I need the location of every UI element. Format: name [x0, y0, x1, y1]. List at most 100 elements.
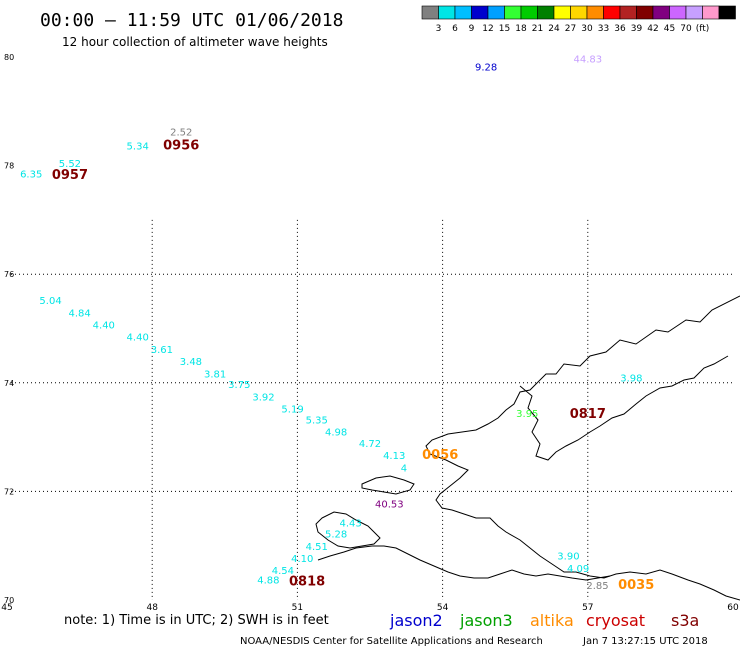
wave-height-label: 3.75 [228, 380, 250, 391]
legend-swatch [471, 5, 489, 20]
legend-swatch [520, 5, 538, 20]
color-scale-labels: 3 6 9 12 15 18 21 24 27 30 33 36 39 42 45 70 (ft) [436, 24, 710, 34]
legend-swatch [570, 5, 588, 20]
wave-height-label: 3.61 [151, 345, 173, 356]
satellite-legend: jason2 jason3 altika cryosat s3a [389, 611, 699, 630]
legend-swatch [718, 5, 736, 20]
legend-swatch [652, 5, 670, 20]
wave-height-label: 4.98 [325, 427, 347, 438]
legend-swatch [487, 5, 505, 20]
legend-label: 15 [499, 24, 510, 34]
coastline-inner-island [519, 355, 729, 461]
wave-height-label: 4.72 [359, 439, 381, 450]
legend-swatch [454, 5, 472, 20]
wave-height-label: 5.34 [127, 141, 149, 152]
wave-height-label: 4.09 [567, 564, 589, 575]
lat-tick-label: 80 [4, 53, 14, 62]
wave-height-label: 40.53 [375, 500, 404, 511]
legend-label: 6 [452, 24, 458, 34]
coastline [315, 295, 740, 601]
satellite-jason3: jason3 [459, 611, 513, 630]
pass-time-label: 0817 [570, 407, 606, 422]
pass-time-label: 0035 [618, 578, 654, 593]
legend-label: 9 [469, 24, 475, 34]
legend-swatch [504, 5, 522, 20]
wave-height-label: 4.40 [93, 321, 115, 332]
lat-tick-label: 72 [4, 487, 14, 496]
wave-height-label: 5.04 [39, 296, 61, 307]
legend-label: 45 [664, 24, 675, 34]
coastline-mainland [425, 295, 740, 601]
pass-time-label: 0818 [289, 574, 325, 589]
satellite-altika: altika [530, 611, 574, 630]
lat-lon-grid: 45 48 51 54 57 60 80 78 76 74 72 70 [1, 53, 739, 613]
legend-label: 3 [436, 24, 442, 34]
wave-height-label: 2.52 [170, 128, 192, 139]
pass-time-label: 0957 [52, 168, 88, 183]
lon-tick-label: 54 [437, 603, 449, 613]
legend-label: 33 [598, 24, 609, 34]
legend-swatch [553, 5, 571, 20]
legend-label: 18 [515, 24, 527, 34]
wave-height-label: 5.19 [281, 405, 303, 416]
legend-swatch [537, 5, 555, 20]
legend-label: (ft) [696, 24, 710, 34]
pass-time-label: 0956 [163, 138, 199, 153]
coastline-vaygach [315, 511, 381, 549]
lon-tick-label: 57 [582, 603, 593, 613]
wave-height-label: 3.98 [620, 374, 642, 385]
footer-credit: NOAA/NESDIS Center for Satellite Applica… [240, 636, 543, 647]
wave-height-label: 6.35 [20, 170, 42, 181]
wave-height-label: 3.92 [252, 393, 274, 404]
legend-swatch [619, 5, 637, 20]
lat-tick-label: 76 [4, 270, 14, 279]
wave-height-label: 5.35 [306, 416, 328, 427]
satellite-jason2: jason2 [389, 611, 443, 630]
legend-swatch [421, 5, 439, 20]
wave-height-label: 2.85 [586, 581, 608, 592]
wave-height-label: 44.83 [573, 54, 602, 65]
legend-label: 30 [581, 24, 593, 34]
satellite-cryosat: cryosat [586, 611, 645, 630]
footer-timestamp: Jan 7 13:27:15 UTC 2018 [582, 636, 708, 647]
lat-tick-label: 78 [4, 162, 14, 171]
legend-swatch [702, 5, 720, 20]
legend-swatch [636, 5, 654, 20]
legend-label: 24 [548, 24, 560, 34]
lat-tick-label: 74 [4, 379, 14, 388]
legend-label: 21 [532, 24, 543, 34]
wave-height-label: 4.13 [383, 451, 405, 462]
wave-height-label: 4.84 [68, 309, 90, 320]
lon-tick-label: 60 [727, 603, 739, 613]
wave-height-label: 5.28 [325, 530, 347, 541]
legend-swatch [586, 5, 604, 20]
lat-tick-label: 70 [4, 596, 14, 605]
legend-swatch [438, 5, 456, 20]
wave-height-label: 4.54 [272, 566, 294, 577]
footer-note: note: 1) Time is in UTC; 2) SWH is in fe… [64, 613, 329, 628]
wave-height-label: 4.40 [127, 332, 149, 343]
wave-height-label: 3.48 [180, 357, 202, 368]
wave-height-label: 4.88 [257, 576, 279, 587]
legend-swatch [685, 5, 703, 20]
legend-label: 70 [680, 24, 692, 34]
legend-label: 36 [614, 24, 626, 34]
satellite-s3a: s3a [671, 611, 699, 630]
wave-height-label: 3.81 [204, 369, 226, 380]
wave-height-label: 5.52 [59, 159, 81, 170]
map-title: 00:00 – 11:59 UTC 01/06/2018 [40, 10, 343, 31]
lon-tick-label: 51 [292, 603, 303, 613]
legend-label: 27 [565, 24, 576, 34]
pass-time-label: 0056 [422, 448, 458, 463]
wave-height-label: 4.43 [340, 519, 362, 530]
wave-height-label: 4.51 [306, 542, 328, 553]
color-scale-legend [421, 5, 736, 20]
lon-tick-label: 45 [1, 603, 12, 613]
legend-swatch [603, 5, 621, 20]
coastline-pechora [317, 545, 611, 581]
lon-tick-label: 48 [146, 603, 158, 613]
wave-height-label: 9.28 [475, 63, 497, 74]
